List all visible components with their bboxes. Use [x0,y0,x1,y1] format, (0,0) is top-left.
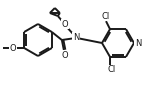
Text: N: N [135,39,141,48]
Text: Cl: Cl [108,65,116,74]
Text: N: N [73,33,79,41]
Text: O: O [62,20,68,29]
Text: O: O [9,44,16,53]
Text: O: O [62,50,68,59]
Text: Cl: Cl [102,12,110,21]
